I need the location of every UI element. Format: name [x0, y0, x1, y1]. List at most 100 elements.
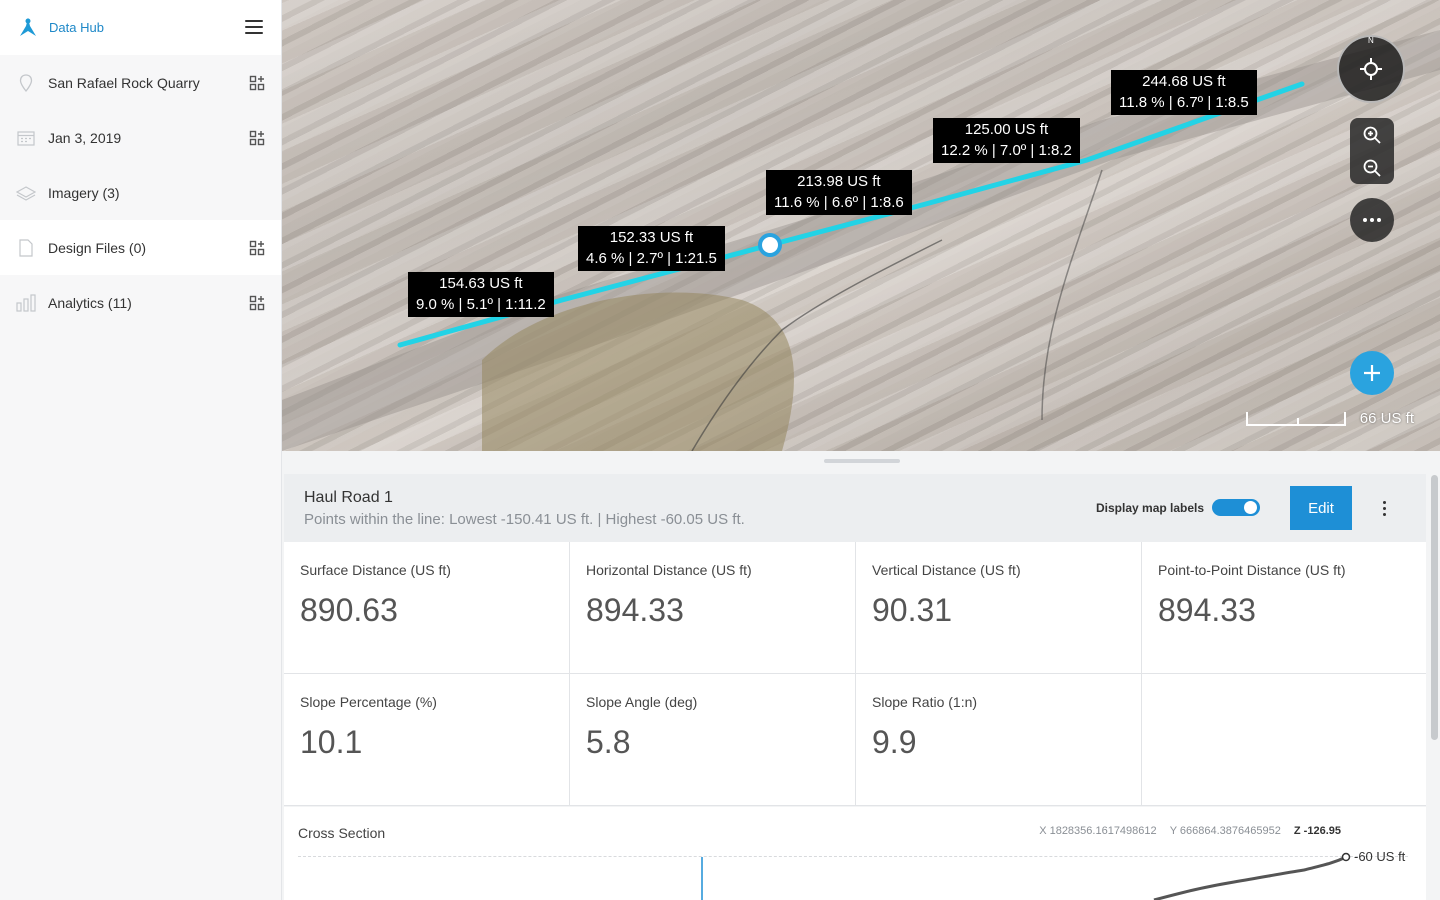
- map-measure-label[interactable]: 154.63 US ft 9.0 % | 5.1º | 1:11.2: [408, 272, 554, 317]
- metric-label: Slope Angle (deg): [586, 694, 698, 710]
- metric-label: Vertical Distance (US ft): [872, 562, 1021, 578]
- app-title[interactable]: Data Hub: [49, 20, 104, 35]
- label-distance: 152.33 US ft: [609, 229, 694, 246]
- label-distance: 213.98 US ft: [797, 173, 881, 190]
- metric-slope-ratio: Slope Ratio (1:n) 9.9: [856, 674, 1142, 805]
- label-distance: 125.00 US ft: [964, 121, 1049, 138]
- cross-section-gridline: [298, 856, 1408, 857]
- sidebar-item-analytics[interactable]: Analytics (11): [0, 275, 281, 330]
- edit-button[interactable]: Edit: [1290, 486, 1352, 530]
- label-slope: 11.6 % | 6.6º | 1:8.6: [774, 194, 904, 211]
- location-pin-icon: [16, 73, 36, 93]
- metric-surface-distance: Surface Distance (US ft) 890.63: [284, 542, 570, 673]
- grid-add-icon[interactable]: [249, 240, 265, 256]
- compass-north-label: N: [1368, 36, 1374, 45]
- label-distance: 154.63 US ft: [439, 275, 523, 292]
- cross-section: Cross Section X 1828356.1617498612 Y 666…: [284, 807, 1426, 900]
- more-vertical-icon[interactable]: [1374, 494, 1394, 522]
- sidebar-item-label: Design Files (0): [48, 239, 147, 256]
- label-slope: 12.2 % | 7.0º | 1:8.2: [941, 142, 1072, 159]
- sidebar-header: Data Hub: [0, 0, 281, 55]
- measurement-detail-panel: Haul Road 1 Points within the line: Lowe…: [282, 451, 1440, 900]
- metric-point-to-point-distance: Point-to-Point Distance (US ft) 894.33: [1142, 542, 1426, 673]
- calendar-icon: [16, 128, 36, 148]
- grid-add-icon[interactable]: [249, 130, 265, 146]
- map-measure-label[interactable]: 125.00 US ft 12.2 % | 7.0º | 1:8.2: [933, 118, 1080, 163]
- compass-button[interactable]: N: [1337, 35, 1405, 103]
- metric-label: Slope Percentage (%): [300, 694, 437, 710]
- elevation-profile-line: [1153, 855, 1347, 900]
- panel-resize-handle[interactable]: [824, 459, 900, 463]
- cross-section-title: Cross Section: [298, 825, 386, 841]
- sidebar-item-label: Analytics (11): [48, 294, 132, 311]
- sidebar-item-date[interactable]: Jan 3, 2019: [0, 110, 281, 165]
- zoom-controls: [1350, 118, 1394, 184]
- metric-label: Surface Distance (US ft): [300, 562, 451, 578]
- grid-add-icon[interactable]: [249, 295, 265, 311]
- metric-label: Horizontal Distance (US ft): [586, 562, 752, 578]
- metric-label: Slope Ratio (1:n): [872, 694, 978, 710]
- coord-z: Z -126.95: [1293, 825, 1341, 837]
- map-more-options-button[interactable]: [1350, 198, 1394, 242]
- coord-y: Y 666864.3876465952: [1169, 825, 1281, 837]
- map-measure-label[interactable]: 213.98 US ft 11.6 % | 6.6º | 1:8.6: [766, 170, 912, 215]
- metric-empty-cell: [1142, 674, 1426, 805]
- zoom-in-icon: [1363, 126, 1381, 144]
- cursor-coordinates: X 1828356.1617498612 Y 666864.3876465952…: [1039, 825, 1341, 837]
- haul-road-terrain: [282, 30, 1440, 451]
- display-map-labels-toggle[interactable]: [1212, 499, 1260, 516]
- metric-slope-angle: Slope Angle (deg) 5.8: [570, 674, 856, 805]
- metric-value: 9.9: [872, 724, 917, 760]
- sidebar: Data Hub San Rafael Rock Quarry Jan 3, 2…: [0, 0, 282, 900]
- metrics-row: Surface Distance (US ft) 890.63 Horizont…: [284, 542, 1426, 674]
- measurement-vertex-handle: [758, 233, 782, 257]
- elevation-label: -60 US ft: [1354, 849, 1406, 864]
- panel-scrollbar[interactable]: [1431, 475, 1438, 740]
- map-view[interactable]: 154.63 US ft 9.0 % | 5.1º | 1:11.2 152.3…: [282, 0, 1440, 451]
- metrics-grid: Surface Distance (US ft) 890.63 Horizont…: [284, 542, 1426, 806]
- grid-add-icon[interactable]: [249, 75, 265, 91]
- plus-icon: [1364, 365, 1380, 381]
- zoom-in-button[interactable]: [1350, 118, 1394, 151]
- sidebar-item-design-files[interactable]: Design Files (0): [0, 220, 281, 275]
- metric-horizontal-distance: Horizontal Distance (US ft) 894.33: [570, 542, 856, 673]
- layers-icon: [16, 183, 36, 203]
- crosshair-icon: [1360, 58, 1382, 80]
- sidebar-item-imagery[interactable]: Imagery (3): [0, 165, 281, 220]
- sidebar-item-label: Imagery (3): [48, 184, 120, 201]
- sidebar-item-label: San Rafael Rock Quarry: [48, 74, 200, 91]
- metric-value: 894.33: [586, 592, 684, 628]
- elevation-profile-end-marker: [1341, 852, 1351, 862]
- display-map-labels-label: Display map labels: [1096, 501, 1205, 515]
- app-logo-icon: [20, 17, 36, 36]
- metric-value: 10.1: [300, 724, 363, 760]
- coord-x: X 1828356.1617498612: [1039, 825, 1157, 837]
- zoom-out-button[interactable]: [1350, 151, 1394, 184]
- label-slope: 9.0 % | 5.1º | 1:11.2: [416, 296, 546, 313]
- zoom-out-icon: [1363, 159, 1381, 177]
- label-slope: 11.8 % | 6.7º | 1:8.5: [1119, 94, 1249, 111]
- metric-label: Point-to-Point Distance (US ft): [1158, 562, 1346, 578]
- metric-vertical-distance: Vertical Distance (US ft) 90.31: [856, 542, 1142, 673]
- metric-value: 894.33: [1158, 592, 1256, 628]
- metric-value: 890.63: [300, 592, 398, 628]
- cross-section-chart[interactable]: [284, 807, 1426, 900]
- sidebar-item-site[interactable]: San Rafael Rock Quarry: [0, 55, 281, 110]
- file-icon: [16, 238, 36, 258]
- label-slope: 4.6 % | 2.7º | 1:21.5: [586, 250, 717, 267]
- panel-header: Haul Road 1 Points within the line: Lowe…: [284, 474, 1426, 542]
- add-measurement-button[interactable]: [1350, 351, 1394, 395]
- metric-value: 5.8: [586, 724, 631, 760]
- sidebar-item-label: Jan 3, 2019: [48, 129, 122, 146]
- map-scale-label: 66 US ft: [1359, 410, 1414, 427]
- metrics-row: Slope Percentage (%) 10.1 Slope Angle (d…: [284, 674, 1426, 806]
- measurement-title: Haul Road 1: [304, 489, 393, 506]
- label-distance: 244.68 US ft: [1142, 73, 1226, 90]
- map-measure-label[interactable]: 152.33 US ft 4.6 % | 2.7º | 1:21.5: [578, 226, 725, 271]
- map-scale-bar: [1246, 412, 1346, 426]
- hamburger-menu-icon[interactable]: [245, 20, 263, 34]
- metric-value: 90.31: [872, 592, 953, 628]
- measurement-subtitle: Points within the line: Lowest -150.41 U…: [304, 511, 745, 528]
- more-horizontal-icon: [1363, 218, 1381, 222]
- map-measure-label[interactable]: 244.68 US ft 11.8 % | 6.7º | 1:8.5: [1111, 70, 1257, 115]
